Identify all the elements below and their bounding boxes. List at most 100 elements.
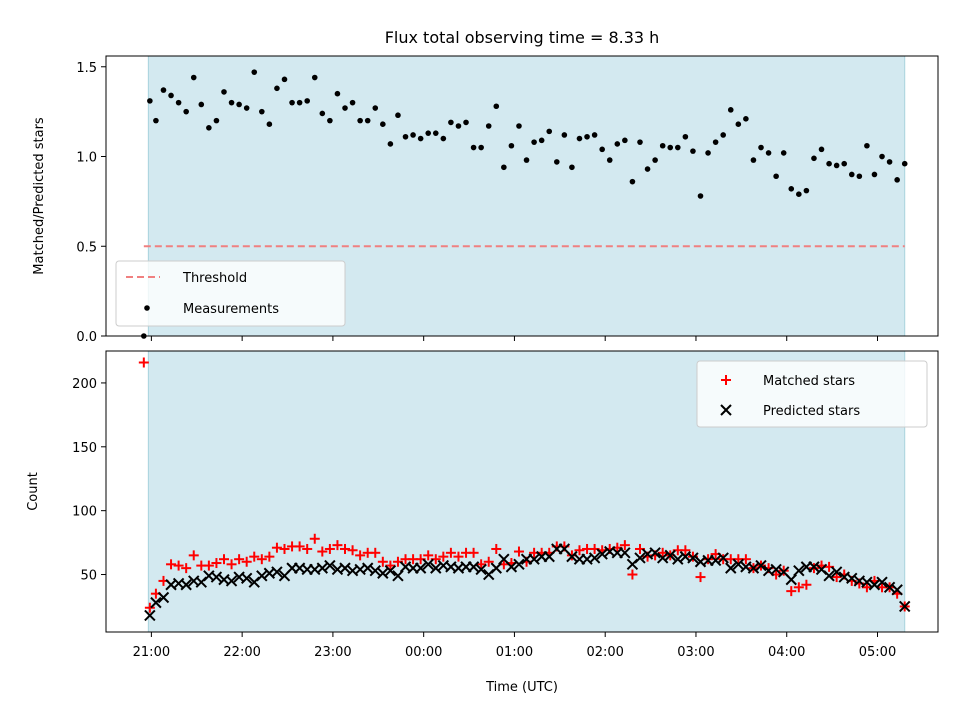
y-tick-label: 50 [80,569,97,584]
predicted-star-point-b [354,563,366,576]
measurement-point [712,139,719,145]
legend-predicted-label: Predicted stars [763,404,860,419]
measurement-point [697,193,704,199]
measurement-point [735,121,742,128]
x-tick-label: 23:00 [314,645,351,660]
legend-x-marker-b [720,404,732,416]
matched-star-point [453,551,464,562]
predicted-star-point-b [596,548,608,560]
predicted-star-point-b [747,562,760,574]
predicted-star-points [144,543,911,622]
predicted-star-point [225,575,238,587]
predicted-star-point-b [165,579,177,591]
measurement-point [455,123,462,129]
measurement-point [296,99,303,106]
predicted-star-point-b [150,596,162,609]
x-tick-label: 02:00 [586,645,623,660]
predicted-star-point-b [725,562,737,574]
predicted-star-point-b [830,566,843,578]
measurement-point [591,132,598,138]
predicted-star-point-b [815,563,828,576]
measurement-point [432,130,439,136]
measurement-point [531,139,537,145]
matched-star-point [445,547,456,558]
measurement-point [576,135,583,142]
predicted-star-point-b [505,561,518,573]
predicted-star-point [656,552,669,564]
predicted-star-point [709,554,722,567]
measurement-point [606,157,613,163]
measurement-point [667,144,674,151]
measurement-point [410,132,416,138]
predicted-star-point-b [324,559,336,572]
matched-star-point [438,551,449,562]
measurement-point [251,69,258,75]
matched-star-point [483,556,494,567]
legend-matched-swatch [721,375,731,385]
x-tick-label: 22:00 [223,645,260,660]
predicted-star-point [808,561,820,573]
matched-star-point [324,543,335,554]
measurement-point [304,98,310,104]
predicted-star-point [823,570,835,582]
measurement-point [190,74,197,81]
matched-star-point [271,542,282,553]
legend-x-marker [720,404,732,416]
y-tick-label: 150 [72,441,97,456]
matched-star-point [861,582,872,593]
matched-star-point [264,551,275,562]
matched-star-point [370,547,381,558]
measurement-point [894,177,900,183]
predicted-star-point [505,561,518,573]
measurement-point [153,117,159,124]
predicted-star-point-b [876,576,888,588]
measurement-point [206,124,212,131]
predicted-star-point [339,562,351,574]
predicted-star-point-b [808,561,820,573]
matched-star-point [294,541,305,552]
measurement-point [758,144,764,151]
measurement-point [516,123,522,129]
measurement-point [584,133,590,140]
predicted-star-point-b [588,552,601,564]
measurement-point [274,85,280,92]
measurement-point [629,178,636,185]
measurement-point [327,117,333,124]
measurement-point [387,141,394,147]
predicted-star-point [369,564,381,577]
measurement-points [141,69,908,339]
predicted-star-point [830,566,843,578]
matched-star-point [166,559,177,570]
predicted-star-point [157,591,170,604]
ratio-legend: Threshold Measurements [115,260,346,327]
measurement-point [720,132,726,138]
predicted-star-point [361,562,374,574]
measurement-point [319,110,326,117]
predicted-star-point [324,559,336,572]
measurement-point [841,160,848,167]
ratio-legend-box [115,260,346,327]
time-axis-label: Time (UTC) [485,680,558,695]
matched-star-point [340,543,351,554]
x-tick-label: 21:00 [133,645,170,660]
measurement-point [168,92,174,99]
measurement-point [569,164,575,171]
measurement-point [727,107,734,113]
matched-star-point [355,550,366,561]
x-tick-label: 03:00 [677,645,714,660]
measurement-point [637,139,643,145]
measurement-point [538,137,545,144]
predicted-star-point-b [240,572,253,585]
legend-matched-label: Matched stars [763,374,855,389]
measurement-point [644,166,651,172]
measurement-point [856,173,863,180]
matched-star-point [491,543,502,554]
measurement-point [690,148,696,154]
predicted-star-point-b [309,563,321,576]
measurement-point [448,119,454,126]
measurement-point [848,171,855,178]
x-tick-label: 05:00 [859,645,896,660]
predicted-star-point-b [452,562,465,574]
measurement-point [523,157,530,163]
y-tick-label: 100 [72,505,97,520]
